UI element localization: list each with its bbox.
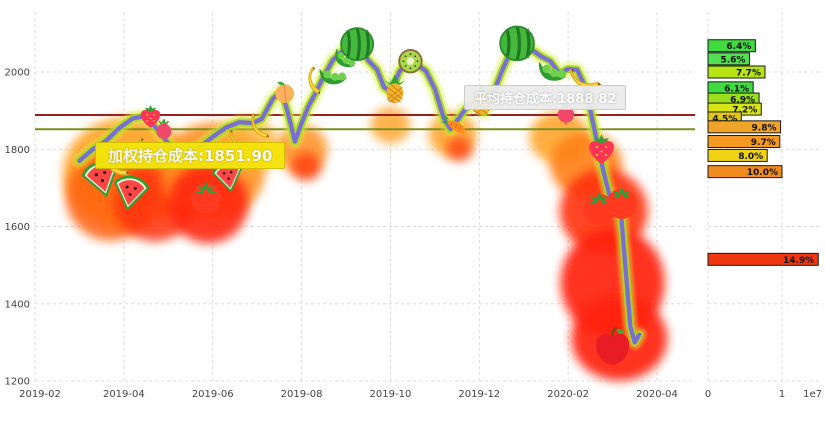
distribution-bar-label: 10.0% <box>747 168 778 178</box>
distribution-bar-label: 9.8% <box>752 123 777 133</box>
distribution-bar-label: 6.4% <box>726 42 751 52</box>
distribution-bar-label: 4.5% <box>712 114 737 124</box>
x-tick-label: 2019-10 <box>370 389 412 400</box>
x-tick-label: 2019-12 <box>458 389 500 400</box>
distribution-bar-label: 7.7% <box>736 69 761 79</box>
x-tick-label: 2019-04 <box>103 389 145 400</box>
distribution-bar-label: 6.1% <box>724 84 749 94</box>
distribution-bar <box>707 148 768 162</box>
distribution-bar <box>707 165 783 179</box>
distribution-bar-label: 8.0% <box>738 152 763 162</box>
volume-blob <box>370 107 411 144</box>
distribution-bar-label: 6.9% <box>730 96 755 106</box>
y-tick-label: 1400 <box>5 299 30 310</box>
distribution-bar <box>707 135 781 149</box>
distribution-bar-label: 7.2% <box>732 106 757 116</box>
average-cost-annotation: 平均持仓成本:1888.82 <box>464 85 627 110</box>
fruit-kiwi-icon <box>398 48 423 74</box>
y-tick-label: 2000 <box>5 68 30 79</box>
distribution-bar <box>707 252 819 266</box>
distribution-bar <box>707 52 750 66</box>
x-tick-label: 2020-04 <box>636 389 678 400</box>
volume-blob <box>446 137 473 162</box>
distribution-bar <box>707 39 756 53</box>
y-tick-label: 1200 <box>5 377 30 388</box>
distribution-bar <box>707 65 766 79</box>
x-tick-label: 2019-02 <box>19 389 61 400</box>
x-tick-label: 2019-08 <box>281 389 323 400</box>
distribution-bar-label: 14.9% <box>783 256 814 266</box>
right-x-tick-label: 0 <box>705 389 711 400</box>
right-axis-exponent-label: 1e7 <box>803 389 822 400</box>
y-tick-label: 1800 <box>5 145 30 156</box>
y-tick-label: 1600 <box>5 222 30 233</box>
distribution-bar <box>707 120 782 134</box>
volume-blob <box>291 152 322 181</box>
weighted-cost-annotation: 加权持仓成本:1851.90 <box>95 142 286 169</box>
fruit-watermelon-icon <box>339 26 375 62</box>
x-tick-label: 2019-06 <box>192 389 234 400</box>
fruit-watermelon-icon <box>498 24 536 62</box>
distribution-bar-label: 9.7% <box>751 138 776 148</box>
x-tick-label: 2020-02 <box>547 389 589 400</box>
right-x-tick-label: 1 <box>779 389 785 400</box>
distribution-bar-label: 5.6% <box>720 55 745 65</box>
